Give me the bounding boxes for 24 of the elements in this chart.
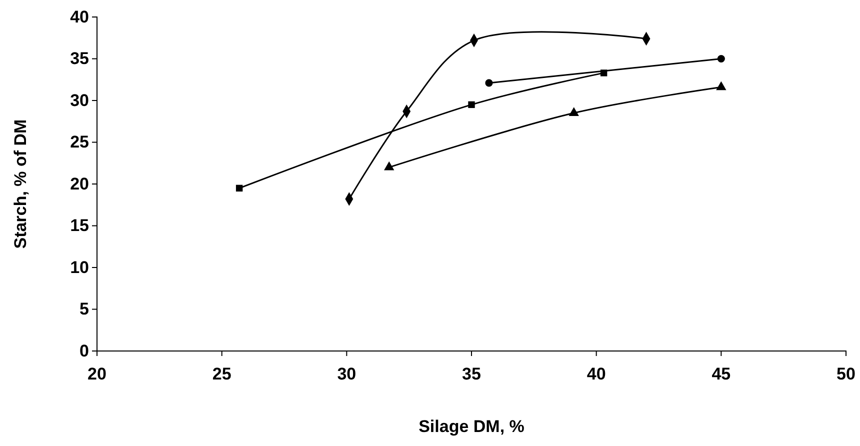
point (568, 107, 579, 116)
point (716, 81, 726, 90)
y-axis-title: Starch, % of DM (11, 119, 30, 249)
x-tick-label: 40 (586, 364, 606, 384)
y-tick-label: 10 (70, 258, 89, 277)
x-tick-label: 30 (337, 364, 356, 384)
y-tick-label: 15 (70, 216, 89, 236)
y-tick-label: 25 (70, 132, 89, 152)
y-tick-label: 40 (70, 7, 89, 26)
x-tick-label: 25 (212, 364, 232, 384)
y-tick-label: 30 (70, 90, 89, 110)
y-tick-label: 5 (80, 300, 89, 319)
y-tick-label: 0 (80, 341, 89, 360)
point (468, 101, 475, 108)
x-tick-label: 35 (462, 364, 481, 384)
x-tick-label: 50 (836, 364, 856, 384)
y-tick-label: 35 (70, 49, 89, 68)
x-tick-label: 45 (712, 364, 731, 384)
y-tick-label: 20 (70, 174, 89, 194)
x-axis-title: Silage DM, % (418, 417, 524, 436)
point (236, 184, 243, 192)
point (485, 79, 493, 87)
point (717, 54, 725, 63)
point (384, 161, 394, 170)
